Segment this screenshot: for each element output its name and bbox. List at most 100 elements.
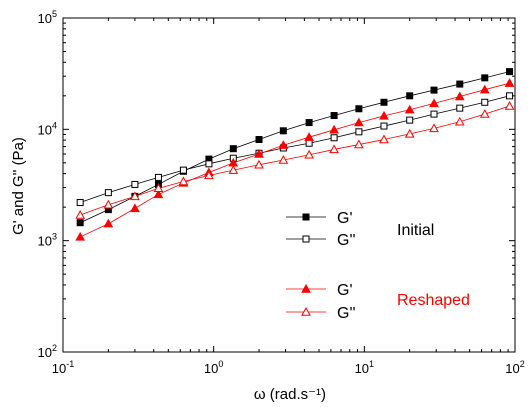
data-point [330, 112, 338, 120]
data-point [354, 139, 364, 149]
data-point [456, 80, 464, 88]
data-point [379, 134, 389, 144]
x-tick-label: 100 [204, 359, 223, 376]
data-series [75, 68, 515, 241]
legend-marker [301, 306, 311, 316]
data-point [75, 209, 86, 219]
y-tick-label: 102 [38, 343, 57, 360]
series-line [80, 105, 510, 216]
data-point [481, 74, 489, 82]
data-point [229, 145, 237, 153]
legend: G' G'' Initial G' G'' Reshaped [286, 210, 470, 322]
data-point [379, 110, 389, 120]
y-tick-label: 104 [38, 120, 57, 137]
y-tick-exponent: 4 [52, 120, 57, 130]
data-point [506, 92, 514, 100]
data-point [456, 104, 464, 112]
data-point [504, 100, 515, 110]
series-initial-storage-modulus [76, 68, 514, 227]
data-point [329, 144, 339, 154]
data-point [76, 219, 84, 227]
data-point [304, 132, 314, 141]
x-tick-base: 10 [204, 361, 218, 376]
data-point [278, 155, 289, 164]
y-tick-exponent: 3 [52, 232, 57, 242]
data-point [481, 98, 489, 106]
x-tick-label: 101 [355, 359, 374, 376]
data-point [305, 139, 313, 147]
y-axis-title: G' and G'' (Pa) [10, 137, 27, 235]
data-point [130, 191, 140, 201]
y-tick-base: 10 [38, 122, 52, 137]
series-line [79, 71, 510, 224]
data-point [130, 203, 140, 213]
data-point [406, 92, 414, 100]
data-point [429, 98, 439, 108]
legend-label: G'' [337, 232, 356, 249]
data-point [153, 189, 164, 199]
legend-label: G' [337, 210, 353, 227]
data-point [75, 231, 86, 241]
legend-group-label: Initial [397, 222, 434, 239]
data-point [104, 189, 112, 197]
y-tick-exponent: 2 [52, 343, 57, 353]
data-point [354, 117, 364, 127]
data-point [406, 116, 414, 124]
data-point [380, 122, 388, 130]
x-axis-title: ω (rad.s⁻¹) [254, 386, 326, 403]
data-point [329, 124, 339, 134]
y-tick-base: 10 [38, 234, 52, 249]
data-point [154, 173, 162, 181]
data-point [278, 140, 289, 149]
data-point [404, 104, 415, 114]
data-point [430, 110, 438, 118]
data-point [429, 123, 439, 133]
data-point [279, 127, 287, 135]
x-tick-base: 10 [355, 361, 369, 376]
data-point [504, 78, 515, 87]
data-point [153, 183, 164, 193]
x-tick-base: 10 [52, 361, 66, 376]
data-point [454, 91, 465, 101]
y-tick-label: 103 [38, 232, 57, 249]
data-point [404, 128, 415, 138]
data-point [330, 134, 338, 142]
legend-group-reshaped: G' G'' Reshaped [286, 282, 470, 322]
data-point [254, 149, 264, 158]
legend-group-label: Reshaped [397, 292, 470, 309]
x-tick-exponent: 1 [369, 359, 374, 369]
x-tick-label: 102 [505, 359, 524, 376]
x-tick-label: 10-1 [52, 359, 74, 376]
data-point [430, 86, 438, 94]
legend-group-initial: G' G'' Initial [286, 210, 434, 249]
data-point [228, 165, 239, 174]
y-tick-exponent: 5 [52, 9, 57, 19]
series-reshaped-loss-modulus [75, 100, 515, 219]
data-point [355, 105, 363, 113]
legend-label: G'' [337, 305, 356, 322]
data-point [380, 98, 388, 106]
legend-marker [302, 235, 310, 243]
data-point [479, 84, 490, 94]
data-point [255, 136, 263, 144]
data-point [131, 180, 139, 188]
data-point [454, 116, 465, 126]
legend-marker [301, 283, 311, 293]
x-tick-base: 10 [505, 361, 519, 376]
y-tick-base: 10 [38, 345, 52, 360]
y-tick-label: 105 [38, 9, 57, 26]
data-point [479, 109, 490, 118]
data-point [506, 68, 514, 76]
data-point [304, 149, 314, 159]
x-tick-exponent: 0 [218, 359, 223, 369]
data-point [76, 199, 84, 207]
data-point [179, 166, 187, 174]
data-point [204, 170, 214, 180]
series-line [79, 82, 510, 238]
data-point [305, 119, 313, 127]
data-point [205, 160, 213, 168]
plot-frame [62, 17, 516, 353]
data-point [103, 218, 114, 228]
